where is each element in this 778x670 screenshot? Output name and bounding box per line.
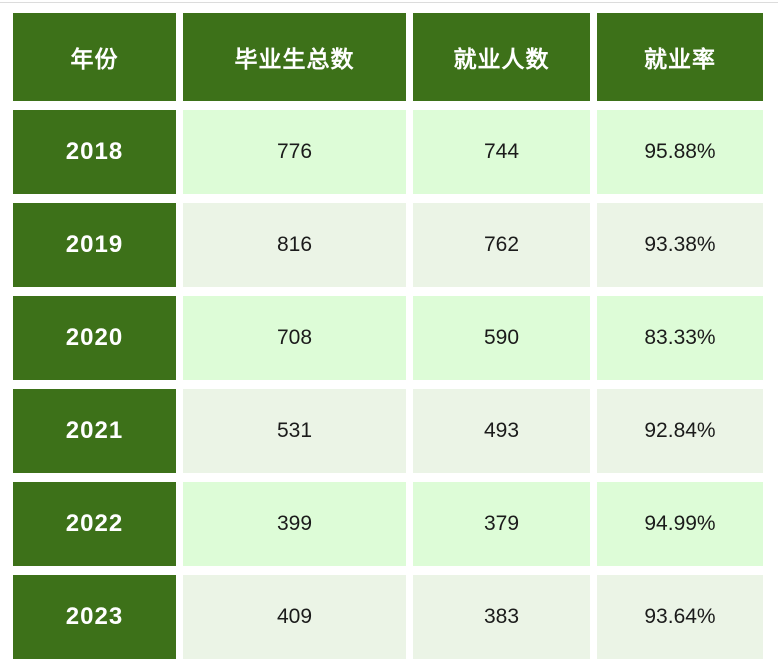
total-graduates-cell: 776 xyxy=(183,110,406,194)
employed-count-cell: 383 xyxy=(413,575,590,659)
employed-count-cell: 590 xyxy=(413,296,590,380)
employment-rate-cell: 93.64% xyxy=(597,575,763,659)
employment-rate-cell: 83.33% xyxy=(597,296,763,380)
year-cell: 2019 xyxy=(13,203,176,287)
total-graduates-cell: 399 xyxy=(183,482,406,566)
employment-rate-table: 年份 毕业生总数 就业人数 就业率 2018 776 744 95.88% 20… xyxy=(6,4,770,668)
total-graduates-cell: 409 xyxy=(183,575,406,659)
employed-count-cell: 379 xyxy=(413,482,590,566)
employment-rate-cell: 94.99% xyxy=(597,482,763,566)
employment-rate-cell: 92.84% xyxy=(597,389,763,473)
table-row: 2023 409 383 93.64% xyxy=(13,575,763,659)
header-cell-total-graduates: 毕业生总数 xyxy=(183,13,406,101)
header-row: 年份 毕业生总数 就业人数 就业率 xyxy=(13,13,763,101)
table-row: 2021 531 493 92.84% xyxy=(13,389,763,473)
year-cell: 2021 xyxy=(13,389,176,473)
year-cell: 2020 xyxy=(13,296,176,380)
total-graduates-cell: 531 xyxy=(183,389,406,473)
top-divider-line xyxy=(0,2,778,3)
header-cell-employment-rate: 就业率 xyxy=(597,13,763,101)
table-row: 2022 399 379 94.99% xyxy=(13,482,763,566)
table-row: 2020 708 590 83.33% xyxy=(13,296,763,380)
year-cell: 2023 xyxy=(13,575,176,659)
year-cell: 2022 xyxy=(13,482,176,566)
header-cell-year: 年份 xyxy=(13,13,176,101)
employed-count-cell: 762 xyxy=(413,203,590,287)
table-header: 年份 毕业生总数 就业人数 就业率 xyxy=(13,13,763,101)
employed-count-cell: 493 xyxy=(413,389,590,473)
header-cell-employed-count: 就业人数 xyxy=(413,13,590,101)
table-body: 2018 776 744 95.88% 2019 816 762 93.38% … xyxy=(13,110,763,659)
total-graduates-cell: 816 xyxy=(183,203,406,287)
total-graduates-cell: 708 xyxy=(183,296,406,380)
employment-rate-cell: 95.88% xyxy=(597,110,763,194)
employment-rate-cell: 93.38% xyxy=(597,203,763,287)
table-row: 2018 776 744 95.88% xyxy=(13,110,763,194)
table-row: 2019 816 762 93.38% xyxy=(13,203,763,287)
employed-count-cell: 744 xyxy=(413,110,590,194)
year-cell: 2018 xyxy=(13,110,176,194)
